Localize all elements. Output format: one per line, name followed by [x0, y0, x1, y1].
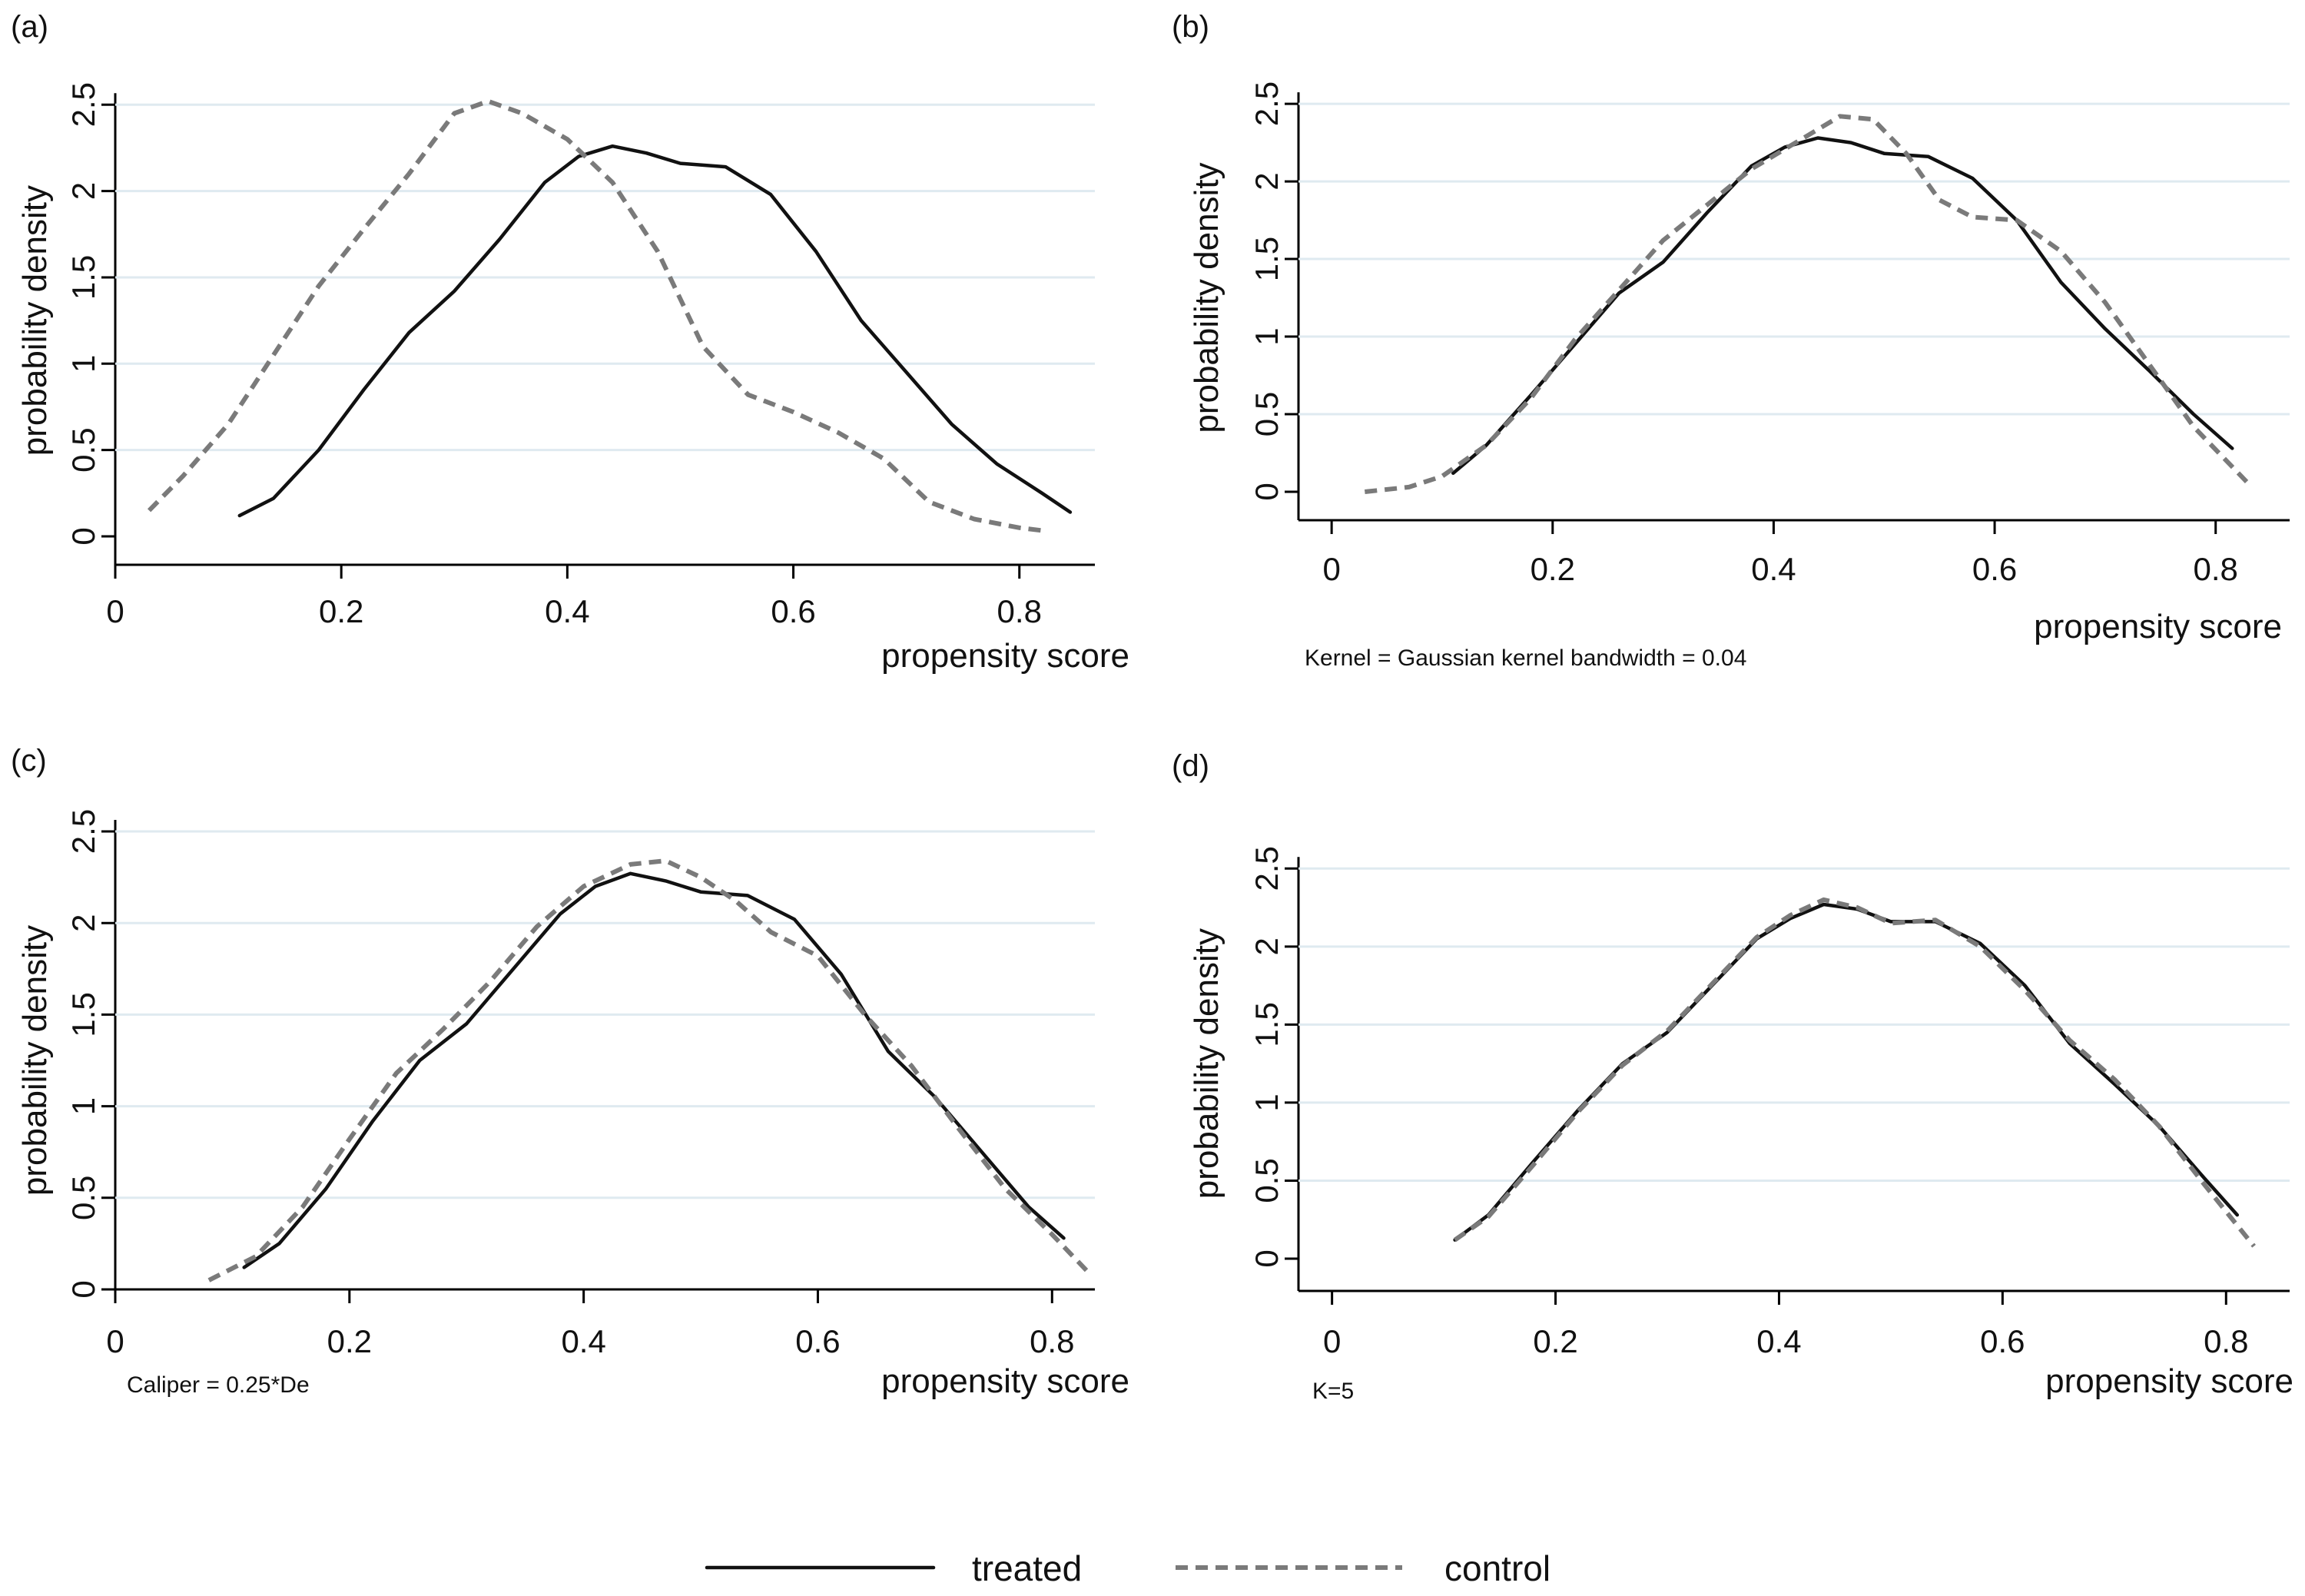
x-tick-label: 0.8: [1030, 1323, 1074, 1359]
y-axis-title: probability density: [16, 925, 54, 1196]
legend: treated control: [705, 1548, 1550, 1588]
y-axis-title: probability density: [1188, 928, 1225, 1199]
y-tick-label: 1: [1249, 327, 1285, 345]
y-tick-label: 1.5: [65, 255, 101, 300]
y-tick-label: 1.5: [1249, 1002, 1285, 1047]
y-axis-title: probability density: [1188, 162, 1225, 433]
control-density-line: [1453, 897, 2256, 1248]
y-tick-label: 0.5: [65, 1176, 101, 1220]
y-tick-label: 0.5: [1249, 1158, 1285, 1203]
panel-note: Kernel = Gaussian kernel bandwidth = 0.0…: [1305, 645, 1746, 671]
panel-label: (b): [1172, 10, 1209, 44]
treated-density-line: [1453, 902, 2240, 1242]
y-tick-label: 1.5: [1249, 237, 1285, 281]
panel-label: (d): [1172, 749, 1209, 783]
x-axis-title: propensity score: [881, 637, 1129, 675]
panel-note: K=5: [1312, 1379, 1354, 1404]
y-tick-label: 2: [65, 182, 101, 200]
y-tick-label: 1: [65, 355, 101, 373]
x-axis-title: propensity score: [2045, 1362, 2293, 1400]
x-tick-label: 0.2: [1533, 1323, 1577, 1359]
x-tick-label: 0.4: [1756, 1323, 1801, 1359]
panel-a: (a) 0 0.5 1 1.5 2 2.5 0 0.2 0.4 0.6 0.8 propensity s…: [11, 10, 1129, 675]
x-tick-label: 0.6: [1972, 551, 2017, 587]
y-tick-label: 2: [65, 914, 101, 932]
x-tick-label: 0.4: [545, 593, 589, 629]
panel-label: (c): [11, 744, 47, 778]
y-tick-label: 2: [1249, 937, 1285, 955]
y-tick-label: 0: [1249, 483, 1285, 500]
y-tick-label: 0: [65, 1280, 101, 1298]
panel-note: Caliper = 0.25*De: [127, 1372, 310, 1398]
treated-density-line: [237, 144, 1073, 518]
x-tick-label: 0.8: [2194, 551, 2238, 587]
treated-density-line: [1451, 136, 2234, 476]
y-tick-label: 2.5: [65, 82, 101, 127]
x-tick-label: 0: [106, 1323, 124, 1359]
x-tick-label: 0: [1323, 1323, 1341, 1359]
x-tick-label: 0.6: [795, 1323, 840, 1359]
control-density-line: [1364, 114, 2251, 494]
x-axis-title: propensity score: [2034, 608, 2282, 645]
x-tick-label: 0.4: [1751, 551, 1796, 587]
legend-treated-label: treated: [972, 1548, 1082, 1588]
x-axis-title: propensity score: [881, 1362, 1129, 1400]
y-tick-label: 1: [1249, 1093, 1285, 1111]
x-tick-label: 0: [106, 593, 124, 629]
x-tick-label: 0: [1322, 551, 1340, 587]
y-tick-label: 2.5: [1249, 81, 1285, 126]
y-tick-label: 0: [1249, 1249, 1285, 1267]
x-tick-label: 0.2: [1531, 551, 1575, 587]
treated-density-line: [242, 871, 1066, 1269]
panel-label: (a): [11, 10, 48, 44]
y-axis-title: probability density: [16, 185, 54, 456]
x-tick-label: 0.8: [2204, 1323, 2248, 1359]
x-tick-label: 0.6: [1980, 1323, 2025, 1359]
control-density-line: [207, 858, 1089, 1282]
y-tick-label: 1.5: [65, 992, 101, 1037]
panel-b: (b) 0 0.5 1 1.5 2 2.5 0 0.2 0.4 0.6 0.8 propensity s…: [1172, 10, 2290, 671]
control-density-line: [147, 98, 1048, 534]
x-tick-label: 0.4: [561, 1323, 605, 1359]
y-tick-label: 1: [65, 1097, 101, 1115]
y-tick-label: 2: [1249, 172, 1285, 190]
y-tick-label: 0.5: [1249, 392, 1285, 436]
x-tick-label: 0.2: [327, 1323, 372, 1359]
legend-control-label: control: [1444, 1548, 1550, 1588]
y-tick-label: 2.5: [65, 809, 101, 854]
x-tick-label: 0.8: [997, 593, 1042, 629]
y-tick-label: 0: [65, 527, 101, 545]
y-tick-label: 0.5: [65, 427, 101, 472]
x-tick-label: 0.2: [319, 593, 363, 629]
x-tick-label: 0.6: [771, 593, 815, 629]
y-tick-label: 2.5: [1249, 846, 1285, 891]
